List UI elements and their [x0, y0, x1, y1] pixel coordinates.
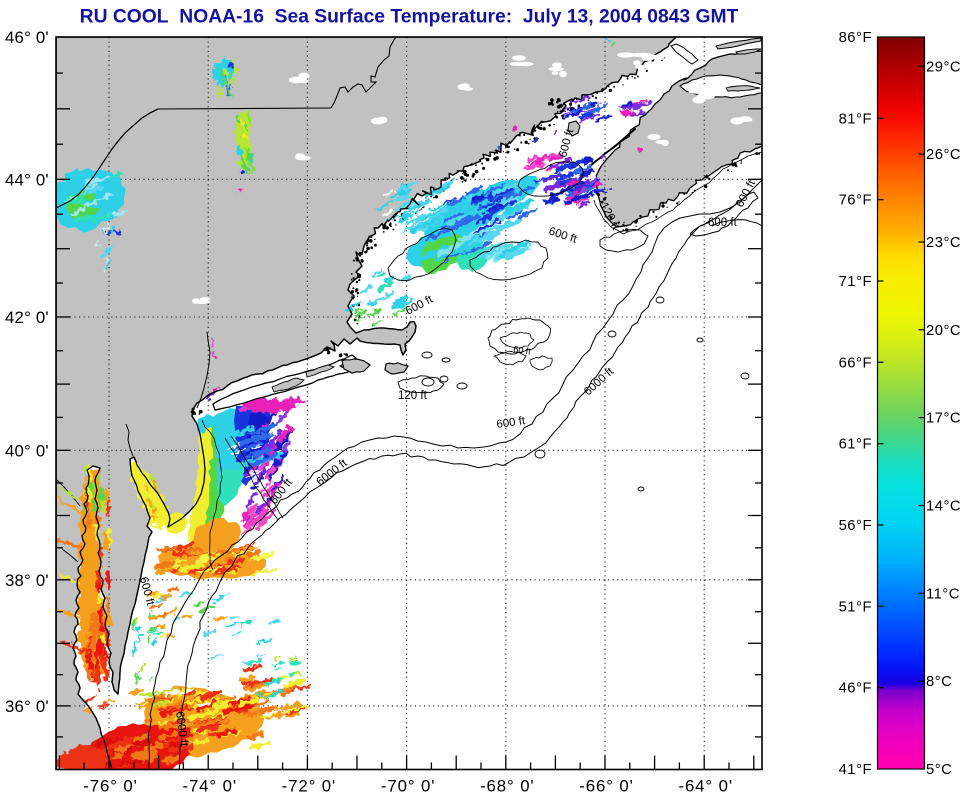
svg-text:46° 0': 46° 0' [5, 28, 49, 47]
svg-text:17°C: 17°C [926, 411, 961, 427]
svg-text:38° 0': 38° 0' [5, 571, 49, 590]
svg-text:56°F: 56°F [839, 518, 872, 534]
svg-text:14°C: 14°C [926, 499, 961, 515]
svg-text:40° 0': 40° 0' [5, 441, 49, 460]
svg-text:60 ft: 60 ft [513, 344, 532, 356]
svg-text:66°F: 66°F [839, 355, 872, 371]
svg-text:61°F: 61°F [839, 437, 872, 453]
svg-text:600 ft: 600 ft [496, 415, 527, 431]
svg-text:71°F: 71°F [839, 274, 872, 290]
svg-text:120 ft: 120 ft [398, 390, 428, 402]
svg-text:36° 0': 36° 0' [5, 697, 49, 716]
svg-text:76°F: 76°F [839, 193, 872, 209]
svg-text:5°C: 5°C [926, 762, 952, 778]
svg-text:-64° 0': -64° 0' [678, 777, 732, 793]
svg-text:41°F: 41°F [839, 762, 872, 778]
svg-text:29°C: 29°C [926, 59, 961, 75]
svg-text:81°F: 81°F [839, 111, 872, 127]
svg-text:23°C: 23°C [926, 235, 961, 251]
svg-text:-70° 0': -70° 0' [381, 777, 435, 793]
svg-text:-66° 0': -66° 0' [579, 777, 633, 793]
svg-text:26°C: 26°C [926, 147, 961, 163]
svg-text:44° 0': 44° 0' [5, 170, 49, 189]
svg-text:11°C: 11°C [926, 586, 960, 602]
svg-text:6000 ft: 6000 ft [173, 711, 190, 748]
svg-text:20°C: 20°C [926, 323, 961, 339]
svg-text:46°F: 46°F [839, 681, 872, 697]
svg-text:RU COOL NOAA-16 Sea Surface: RU COOL NOAA-16 Sea Surface Temperature:… [80, 7, 739, 28]
svg-text:8°C: 8°C [926, 674, 952, 690]
svg-text:-68° 0': -68° 0' [480, 777, 534, 793]
svg-text:-76° 0': -76° 0' [83, 777, 137, 793]
svg-text:86°F: 86°F [839, 30, 872, 46]
svg-text:-74° 0': -74° 0' [182, 777, 236, 793]
svg-text:-72° 0': -72° 0' [282, 777, 336, 793]
svg-text:51°F: 51°F [839, 599, 872, 615]
svg-text:600 ft: 600 ft [708, 217, 738, 229]
svg-text:42° 0': 42° 0' [5, 308, 49, 327]
